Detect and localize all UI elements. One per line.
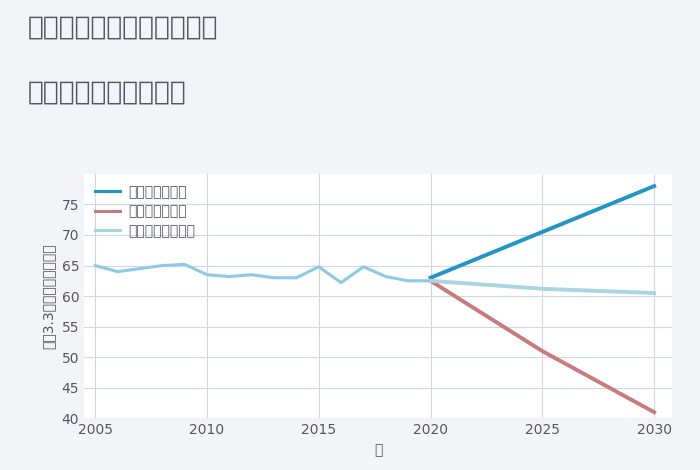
Text: 兵庫県丹波市春日町古河の: 兵庫県丹波市春日町古河の [28, 14, 218, 40]
Text: 中古戸建ての価格推移: 中古戸建ての価格推移 [28, 80, 187, 106]
X-axis label: 年: 年 [374, 443, 382, 457]
Y-axis label: 坪（3.3㎡）単価（万円）: 坪（3.3㎡）単価（万円） [42, 243, 56, 349]
Legend: グッドシナリオ, バッドシナリオ, ノーマルシナリオ: グッドシナリオ, バッドシナリオ, ノーマルシナリオ [91, 181, 200, 243]
